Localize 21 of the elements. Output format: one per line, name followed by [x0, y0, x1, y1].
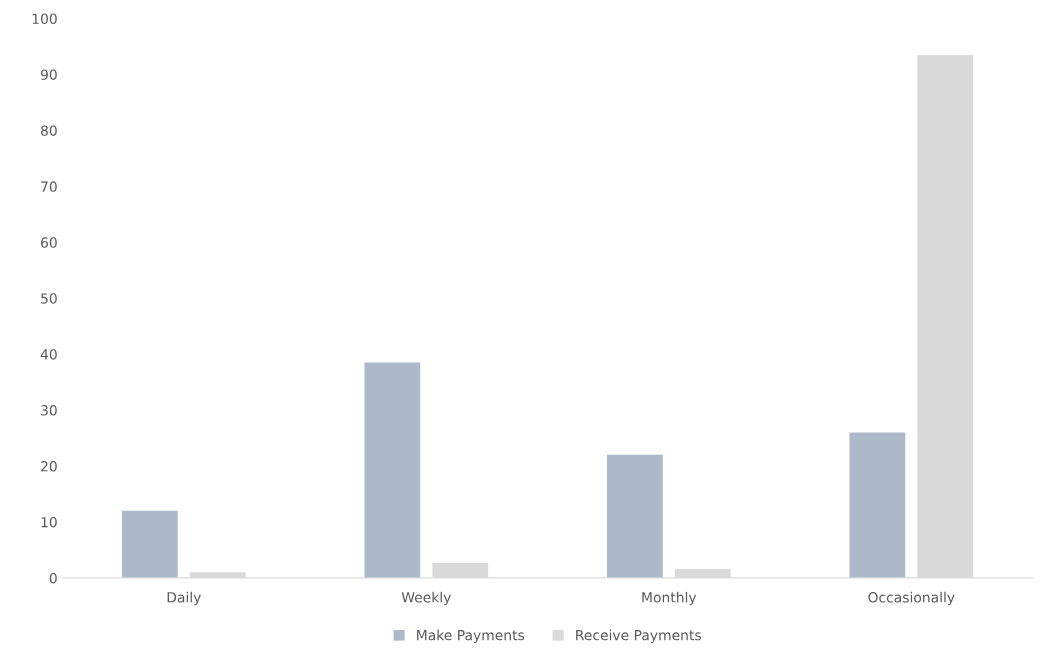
legend-label: Receive Payments	[576, 629, 701, 644]
y-tick-label: 60	[41, 237, 57, 248]
x-tick-label: Monthly	[642, 591, 697, 606]
legend-label: Make Payments	[417, 629, 525, 644]
bar	[364, 362, 421, 578]
x-tick-label: Weekly	[401, 591, 451, 606]
y-tick-label: 50	[41, 293, 57, 304]
y-tick-label: 100	[32, 13, 57, 25]
x-tick-label: Daily	[167, 591, 201, 606]
y-tick-label: 40	[40, 349, 57, 360]
y-tick-label: 30	[41, 405, 57, 416]
y-tick-label: 0	[49, 572, 57, 584]
y-tick-label: 70	[41, 181, 57, 192]
y-tick-label: 90	[40, 69, 57, 80]
x-tick-label: Occasionally	[868, 591, 955, 606]
y-tick-label: 20	[41, 461, 57, 472]
bar	[849, 432, 906, 578]
y-tick-label: 10	[41, 516, 57, 528]
bar	[606, 454, 663, 578]
y-tick-label: 80	[40, 125, 57, 136]
bar	[121, 510, 178, 578]
